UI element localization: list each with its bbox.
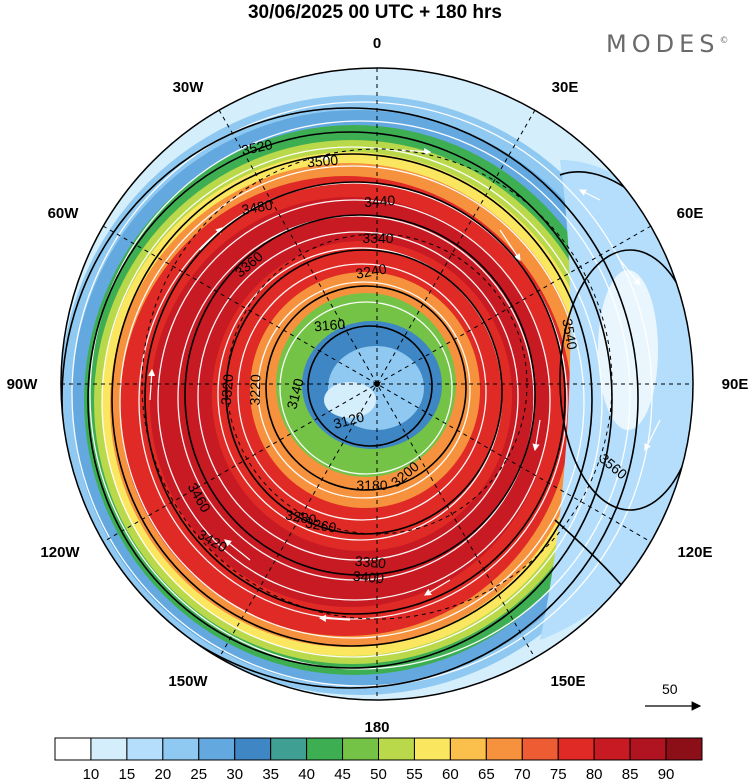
south-pole-marker <box>374 381 380 387</box>
colorbar-swatch <box>126 737 164 761</box>
contour-label: 3160 <box>313 316 346 335</box>
contour-label: 3340 <box>362 230 393 246</box>
contour-label: 3480 <box>240 196 274 217</box>
colorbar-tick-label: 90 <box>658 766 675 782</box>
colorbar-swatch <box>162 737 200 761</box>
contour-label: 3500 <box>306 152 339 171</box>
streamlines <box>71 101 653 687</box>
colorbar-swatch <box>342 737 379 761</box>
contour-label: 3280 <box>284 506 318 527</box>
longitude-label-30e: 30E <box>552 79 579 96</box>
contour-label: 3220 <box>246 374 263 406</box>
map-border <box>60 67 694 701</box>
colorbar-tick-label: 75 <box>550 766 567 782</box>
colorbar-swatch <box>521 737 559 761</box>
colorbar-swatch <box>485 737 523 761</box>
longitude-label-150e: 150E <box>550 673 585 690</box>
contour-label: 3440 <box>364 192 396 210</box>
brand-mark: © <box>719 36 729 46</box>
colorbar-swatch <box>270 737 308 761</box>
contour-label: 3260 <box>304 514 338 535</box>
colorbar-swatch <box>306 737 344 761</box>
colorbar-tick-label: 20 <box>154 766 171 782</box>
contour-label: 3120 <box>332 408 366 432</box>
brand-text: MODES <box>606 30 720 58</box>
longitude-label-60e: 60E <box>677 205 704 222</box>
contour-label: 3320 <box>218 373 237 406</box>
colorbar-tick-label: 55 <box>406 766 423 782</box>
longitude-labels: 0 30E 60E 90E 120E 150E 180 150W 120W 90W 60W 30W <box>7 35 749 736</box>
colorbar-tick-label: 85 <box>622 766 639 782</box>
colorbar-swatch <box>557 737 595 761</box>
colorbar-tick-label: 15 <box>119 766 136 782</box>
colorbar-swatch <box>378 737 415 761</box>
colorbar-tick-label: 50 <box>370 766 387 782</box>
colorbar-tick-label: 80 <box>586 766 603 782</box>
colorbar-swatch <box>90 737 128 761</box>
colorbar: 10 15 20 25 30 35 40 45 50 55 60 65 70 75 80 85 90 <box>54 737 703 782</box>
longitude-label-150w: 150W <box>168 673 208 690</box>
colorbar-tick-label: 70 <box>514 766 531 782</box>
colorbar-swatch <box>665 737 703 761</box>
map-title: 30/06/2025 00 UTC + 180 hrs <box>247 2 503 23</box>
colorbar-tick-label: 45 <box>334 766 351 782</box>
colorbar-tick-label: 65 <box>478 766 495 782</box>
contour-label: 3400 <box>352 568 385 587</box>
colorbar-tick-label: 30 <box>226 766 243 782</box>
contour-label-layer: 3520 3500 3480 3440 3340 3240 3160 3140 3120 3180… <box>185 136 631 586</box>
longitude-label-120w: 120W <box>40 544 80 561</box>
colorbar-tick-label: 25 <box>190 766 207 782</box>
colorbar-tick-label: 40 <box>298 766 315 782</box>
contour-label: 3240 <box>354 260 388 281</box>
colorbar-swatch <box>593 737 631 761</box>
longitude-label-180: 180 <box>364 719 389 736</box>
colorbar-tick-label: 35 <box>262 766 279 782</box>
longitude-label-90w: 90W <box>7 376 39 393</box>
longitude-label-120e: 120E <box>677 544 712 561</box>
colorbar-swatch <box>449 737 487 761</box>
contour-label: 3540 <box>559 317 580 351</box>
colorbar-swatch <box>54 737 92 761</box>
contour-label: 3520 <box>240 136 274 158</box>
longitude-label-30w: 30W <box>173 79 205 96</box>
colorbar-swatch <box>413 737 451 761</box>
colorbar-tick-label: 60 <box>442 766 459 782</box>
modes-logo: MODES© <box>606 30 728 58</box>
contour-label: 3140 <box>283 376 307 410</box>
colorbar-swatch <box>234 737 272 761</box>
longitude-label-0: 0 <box>373 35 381 52</box>
longitude-label-60w: 60W <box>48 205 80 222</box>
reference-vector-label: 50 <box>662 681 678 697</box>
contour-label: 3180 <box>356 477 387 493</box>
graticule <box>61 68 693 700</box>
contour-label: 3380 <box>354 553 387 572</box>
colorbar-tick-label: 10 <box>83 766 100 782</box>
east-core <box>598 270 658 430</box>
colorbar-swatch <box>198 737 236 761</box>
longitude-label-90e: 90E <box>722 376 749 393</box>
colorbar-swatch <box>629 737 667 761</box>
